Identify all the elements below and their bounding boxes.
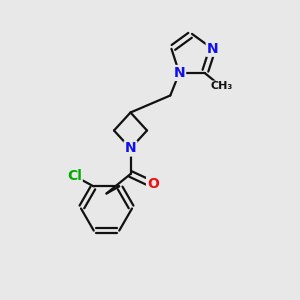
Text: N: N (207, 42, 218, 56)
Text: Cl: Cl (67, 169, 82, 183)
Text: N: N (173, 66, 185, 80)
Text: O: O (147, 178, 159, 191)
Text: N: N (125, 142, 136, 155)
Text: CH₃: CH₃ (210, 82, 232, 92)
